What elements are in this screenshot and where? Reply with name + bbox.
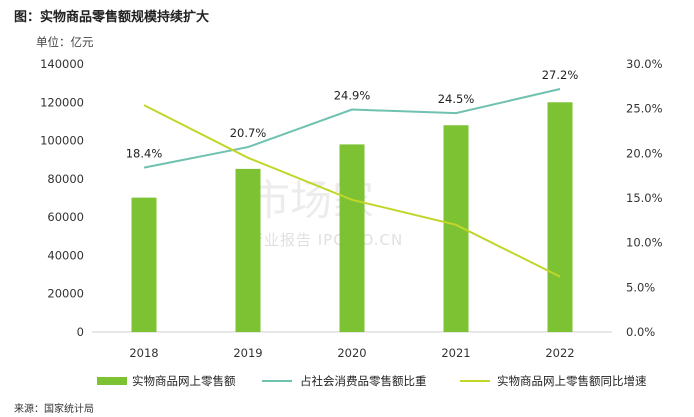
bar — [131, 197, 157, 332]
y-left-tick-label: 60000 — [47, 210, 84, 224]
x-tick-label: 2018 — [129, 346, 158, 360]
y-left-tick-label: 120000 — [40, 95, 84, 109]
share-data-label: 24.9% — [334, 89, 371, 103]
lines — [143, 88, 561, 278]
chart-title: 图：实物商品零售额规模持续扩大 — [14, 10, 210, 25]
watermark: 市场家 行业报告 IPOIPO.CN — [248, 176, 403, 249]
legend-share-label: 占社会消费品零售额比重 — [300, 374, 427, 388]
bar — [339, 144, 365, 332]
watermark-sub: 行业报告 IPOIPO.CN — [248, 231, 403, 249]
growth-line — [143, 104, 561, 278]
unit-label: 单位：亿元 — [36, 35, 94, 49]
y-right-tick-label: 25.0% — [626, 102, 663, 116]
share-data-label: 18.4% — [126, 147, 163, 161]
bar — [547, 102, 573, 333]
y-right-tick-label: 10.0% — [626, 236, 663, 250]
share-data-label: 20.7% — [230, 126, 267, 140]
x-tick-label: 2020 — [337, 346, 366, 360]
y-right-tick-label: 5.0% — [626, 280, 655, 294]
bars — [131, 102, 573, 333]
y-left-tick-label: 100000 — [40, 134, 84, 148]
y-left-tick-label: 20000 — [47, 287, 84, 301]
y-right-tick-label: 15.0% — [626, 191, 663, 205]
share-data-label: 27.2% — [542, 68, 579, 82]
y-right-tick-label: 30.0% — [626, 57, 663, 71]
x-tick-label: 2021 — [441, 346, 470, 360]
x-tick-label: 2022 — [545, 346, 574, 360]
y-right-tick-label: 0.0% — [626, 325, 655, 339]
legend-bar-label: 实物商品网上零售额 — [132, 374, 236, 388]
bar — [235, 168, 261, 332]
y-left-tick-label: 140000 — [40, 57, 84, 71]
y-left-tick-label: 0 — [77, 325, 84, 339]
legend: 实物商品网上零售额 占社会消费品零售额比重 实物商品网上零售额同比增速 — [97, 374, 647, 388]
y-left-tick-label: 40000 — [47, 248, 84, 262]
share-line — [143, 88, 561, 169]
source-note: 来源：国家统计局 — [14, 404, 94, 415]
data-labels: 18.4% 20.7% 24.9% 24.5% 27.2% — [126, 68, 579, 161]
axes: 0 20000 40000 60000 80000 100000 120000 140000 0… — [40, 57, 663, 360]
share-data-label: 24.5% — [438, 92, 475, 106]
y-right-tick-label: 20.0% — [626, 146, 663, 160]
y-left-tick-label: 80000 — [47, 172, 84, 186]
legend-growth-label: 实物商品网上零售额同比增速 — [497, 374, 647, 388]
legend-bar-swatch — [97, 377, 127, 385]
x-tick-label: 2019 — [233, 346, 262, 360]
